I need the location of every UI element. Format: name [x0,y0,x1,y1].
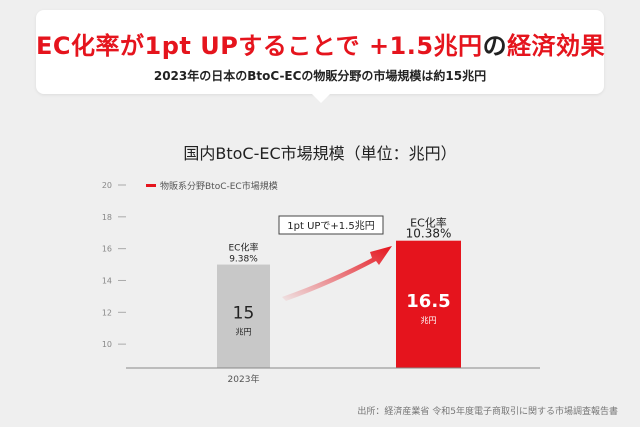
y-tick-label: 20 [102,181,112,190]
arrow-up-right-icon [282,246,392,301]
y-tick-label: 10 [102,340,112,349]
bar-value-label: 16.5 [406,291,450,312]
y-tick-label: 14 [102,276,112,285]
annotation-label: 1pt UPで+1.5兆円 [287,220,374,232]
source-note: 出所：経済産業省 令和5年度電子商取引に関する市場調査報告書 [357,407,618,417]
bar-unit-label: 兆円 [421,315,437,325]
rate-value: 9.38% [229,255,258,265]
y-tick-label: 12 [102,308,112,317]
rate-title: EC化率 [229,242,259,254]
legend-swatch [146,184,156,187]
bar-value-label: 15 [233,303,255,323]
chart-title: 国内BtoC-EC市場規模（単位：兆円） [183,144,457,163]
headline-part-4: 経済効果 [507,32,606,60]
headline-part-3: の [482,32,508,60]
legend-label: 物販系分野BtoC-EC市場規模 [160,180,278,192]
y-tick-label: 16 [102,245,112,254]
rate-title: EC化率 [410,216,447,230]
headline-part-2: +1.5兆円 [368,32,483,60]
bar [396,240,461,368]
headline-part-1: EC化率が1pt UPすることで [36,32,361,60]
headline: EC化率が1pt UPすることで +1.5兆円の経済効果 [36,26,606,61]
bar [217,264,270,368]
rate-value: 10.38% [406,227,452,241]
callout-tail [310,92,332,103]
y-tick-label: 18 [102,213,112,222]
annotation-box [278,215,384,235]
headline-callout: EC化率が1pt UPすることで +1.5兆円の経済効果 2023年の日本のBt… [36,10,606,94]
subheadline: 2023年の日本のBtoC-ECの物販分野の市場規模は約15兆円 [153,69,487,83]
x-tick-label: 2023年 [228,373,260,385]
bar-unit-label: 兆円 [236,326,252,336]
